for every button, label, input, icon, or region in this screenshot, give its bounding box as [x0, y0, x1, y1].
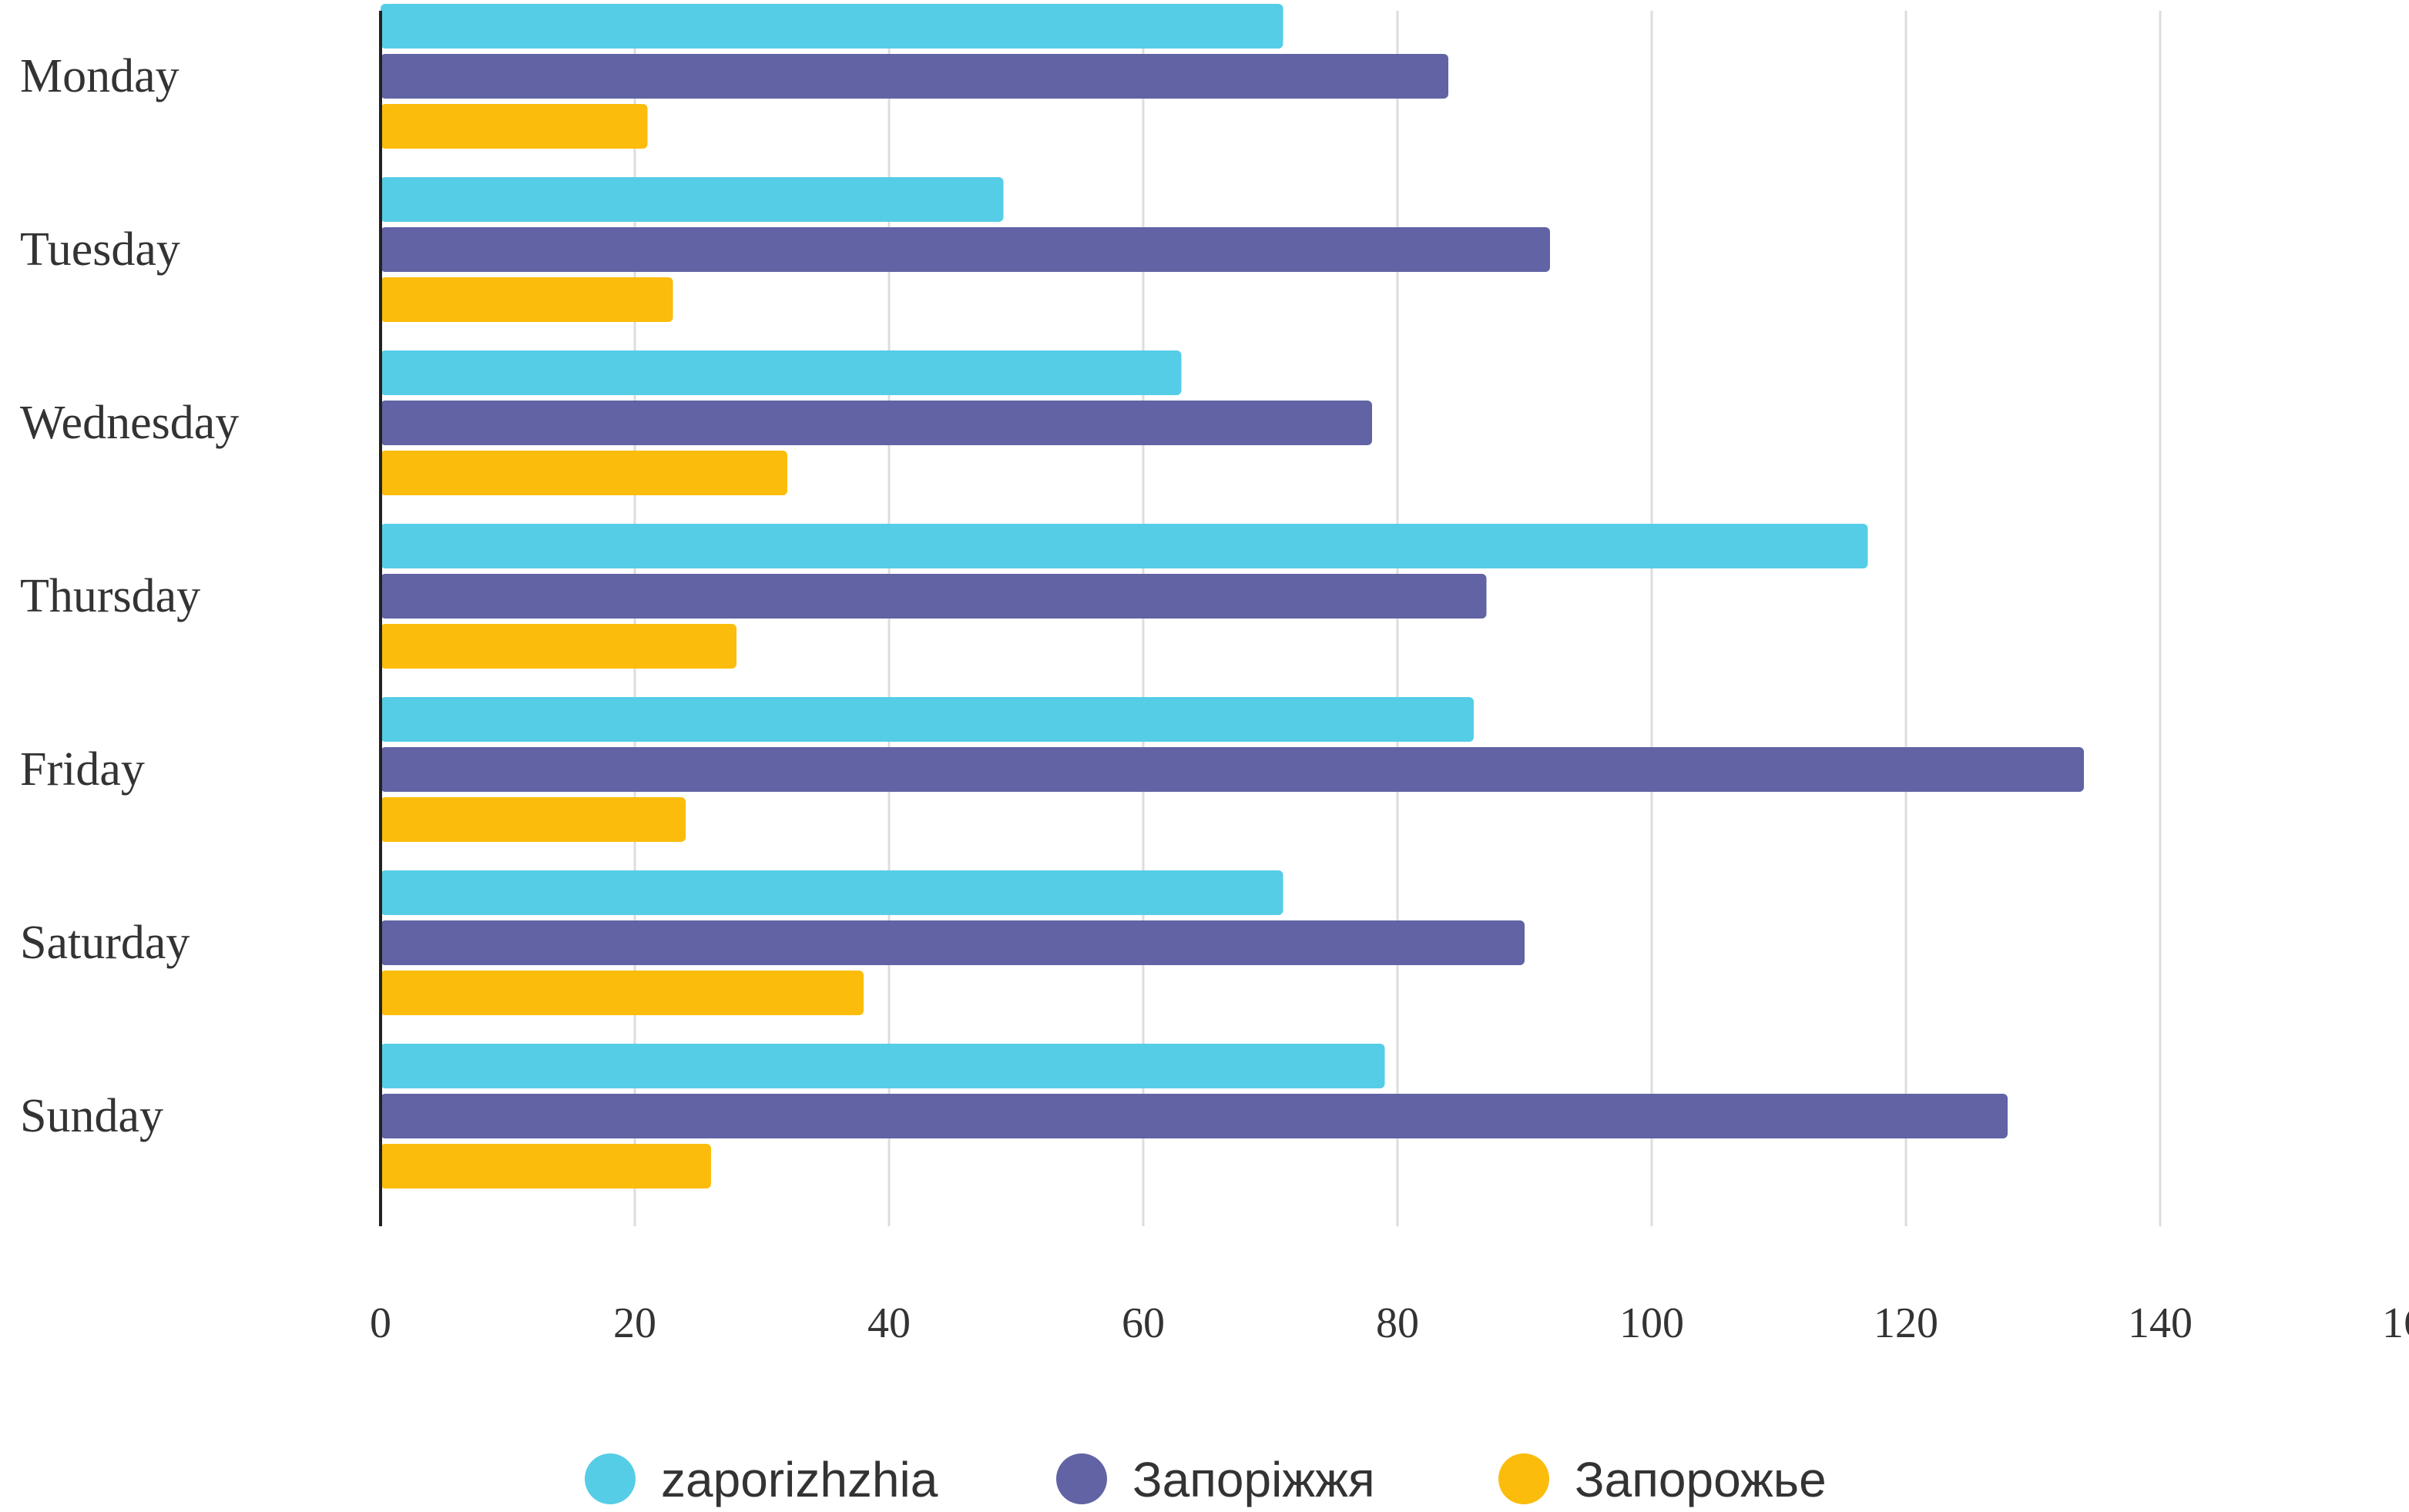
category-label-tuesday: Tuesday — [20, 223, 180, 276]
bar-sunday-series-0 — [381, 1044, 1385, 1088]
category-label-monday: Monday — [20, 50, 180, 102]
category-label-friday: Friday — [20, 743, 145, 796]
bar-wednesday-series-0 — [381, 350, 1182, 395]
legend-item-2[interactable]: Запорожье — [1498, 1452, 1827, 1507]
bar-tuesday-series-2 — [381, 277, 673, 322]
bar-friday-series-0 — [381, 697, 1474, 742]
bar-saturday-series-0 — [381, 870, 1283, 915]
bar-sunday-series-2 — [381, 1144, 711, 1188]
bar-sunday-series-1 — [381, 1094, 2008, 1138]
x-tick-label: 160 — [2382, 1299, 2409, 1347]
category-label-sunday: Sunday — [20, 1090, 163, 1142]
legend-label-1: Запоріжжя — [1132, 1452, 1375, 1507]
bar-saturday-series-1 — [381, 920, 1525, 965]
bar-monday-series-0 — [381, 4, 1283, 49]
legend-marker-1 — [1056, 1453, 1107, 1504]
bar-wednesday-series-1 — [381, 401, 1372, 445]
x-tick-label: 140 — [2128, 1299, 2193, 1347]
bar-wednesday-series-2 — [381, 451, 787, 495]
bar-thursday-series-1 — [381, 574, 1487, 619]
legend-item-0[interactable]: zaporizhzhia — [585, 1452, 938, 1507]
bar-monday-series-2 — [381, 104, 648, 149]
bar-tuesday-series-1 — [381, 227, 1550, 272]
bar-friday-series-2 — [381, 797, 686, 842]
bar-saturday-series-2 — [381, 971, 864, 1015]
bars — [381, 4, 2084, 1188]
x-tick-labels: 0 20 40 60 80 100 120 140 160 — [370, 1299, 2409, 1347]
legend: zaporizhzhia Запоріжжя Запорожье — [585, 1452, 1827, 1507]
x-tick-label: 0 — [370, 1299, 391, 1347]
category-label-wednesday: Wednesday — [20, 397, 239, 449]
x-tick-label: 80 — [1376, 1299, 1419, 1347]
legend-item-1[interactable]: Запоріжжя — [1056, 1452, 1375, 1507]
category-label-thursday: Thursday — [20, 570, 200, 622]
bar-tuesday-series-0 — [381, 177, 1004, 222]
legend-marker-0 — [585, 1453, 636, 1504]
x-tick-label: 60 — [1122, 1299, 1165, 1347]
category-label-saturday: Saturday — [20, 917, 190, 969]
category-labels: Monday Tuesday Wednesday Thursday Friday Satu… — [20, 50, 239, 1142]
x-tick-label: 20 — [613, 1299, 656, 1347]
legend-label-0: zaporizhzhia — [661, 1452, 938, 1507]
bar-thursday-series-2 — [381, 624, 736, 669]
legend-marker-2 — [1498, 1453, 1549, 1504]
x-tick-label: 120 — [1874, 1299, 1938, 1347]
legend-label-2: Запорожье — [1575, 1452, 1827, 1507]
bar-thursday-series-0 — [381, 524, 1868, 568]
x-tick-label: 40 — [867, 1299, 911, 1347]
x-tick-label: 100 — [1619, 1299, 1684, 1347]
bar-friday-series-1 — [381, 747, 2084, 792]
bar-monday-series-1 — [381, 54, 1448, 99]
